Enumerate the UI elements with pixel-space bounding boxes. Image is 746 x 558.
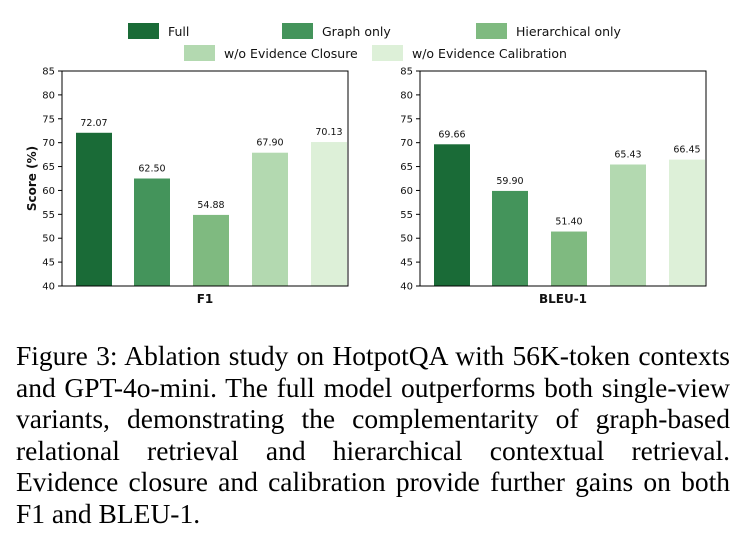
bar-value-label: 66.45 <box>673 145 700 156</box>
y-tick-label: 45 <box>42 258 55 269</box>
y-tick-label: 65 <box>42 162 55 173</box>
legend-label: Hierarchical only <box>516 24 622 39</box>
legend-swatch <box>372 45 403 61</box>
y-tick-label: 65 <box>400 162 413 173</box>
y-tick-label: 85 <box>42 67 55 78</box>
bar-value-label: 70.13 <box>315 127 342 138</box>
bar-value-label: 65.43 <box>614 150 641 161</box>
chart-legend: Full Graph only Hierarchical only w/o Evide… <box>128 23 622 61</box>
legend-label: Full <box>168 24 189 39</box>
legend-swatch <box>476 23 507 39</box>
bar <box>551 231 587 286</box>
f1-bar-chart: 72.07 62.50 54.88 67.90 70.13 40 45 50 55 60 65 70 7… <box>25 67 349 306</box>
bar-value-label: 69.66 <box>438 129 465 140</box>
x-axis-label: F1 <box>197 292 214 306</box>
bar <box>311 142 347 286</box>
bar-value-label: 67.90 <box>256 138 283 149</box>
ablation-figure: Full Graph only Hierarchical only w/o Evide… <box>25 23 707 306</box>
x-axis-label: BLEU-1 <box>539 292 587 306</box>
y-tick-label: 55 <box>42 210 55 221</box>
y-tick-label: 50 <box>400 234 413 245</box>
legend-label: Graph only <box>322 24 391 39</box>
bar-value-label: 51.40 <box>555 217 582 228</box>
legend-label: w/o Evidence Closure <box>224 46 358 61</box>
legend-swatch <box>282 23 313 39</box>
y-tick-label: 40 <box>400 282 413 293</box>
legend-swatch <box>128 23 159 39</box>
y-axis-label: Score (%) <box>25 146 39 211</box>
y-tick-label: 75 <box>42 114 55 125</box>
y-tick-label: 40 <box>42 282 55 293</box>
y-tick-label: 80 <box>400 90 413 101</box>
legend-swatch <box>184 45 215 61</box>
y-tick-label: 70 <box>42 138 55 149</box>
y-tick-label: 75 <box>400 114 413 125</box>
y-tick-label: 60 <box>42 186 55 197</box>
y-tick-label: 80 <box>42 90 55 101</box>
plot-frame <box>61 70 349 287</box>
y-tick-label: 55 <box>400 210 413 221</box>
bar <box>76 132 112 286</box>
bleu1-bar-chart: 69.66 59.90 51.40 65.43 66.45 40 45 50 55 60 65 70 7… <box>400 67 707 306</box>
y-tick-label: 60 <box>400 186 413 197</box>
bar-value-label: 62.50 <box>138 164 165 175</box>
bar-value-label: 72.07 <box>80 118 107 129</box>
y-tick-label: 50 <box>42 234 55 245</box>
plot-frame <box>419 70 707 287</box>
bar <box>492 190 528 286</box>
y-tick-label: 45 <box>400 258 413 269</box>
bar-value-label: 59.90 <box>496 176 523 187</box>
bar <box>134 178 170 286</box>
legend-label: w/o Evidence Calibration <box>412 46 567 61</box>
bar <box>669 159 705 286</box>
y-tick-label: 85 <box>400 67 413 78</box>
bar-value-label: 54.88 <box>197 200 224 211</box>
bar <box>252 152 288 286</box>
bar <box>610 164 646 286</box>
bar <box>193 214 229 286</box>
figure-caption: Figure 3: Ablation study on HotpotQA wit… <box>16 340 730 529</box>
y-tick-label: 70 <box>400 138 413 149</box>
bar <box>434 144 470 286</box>
